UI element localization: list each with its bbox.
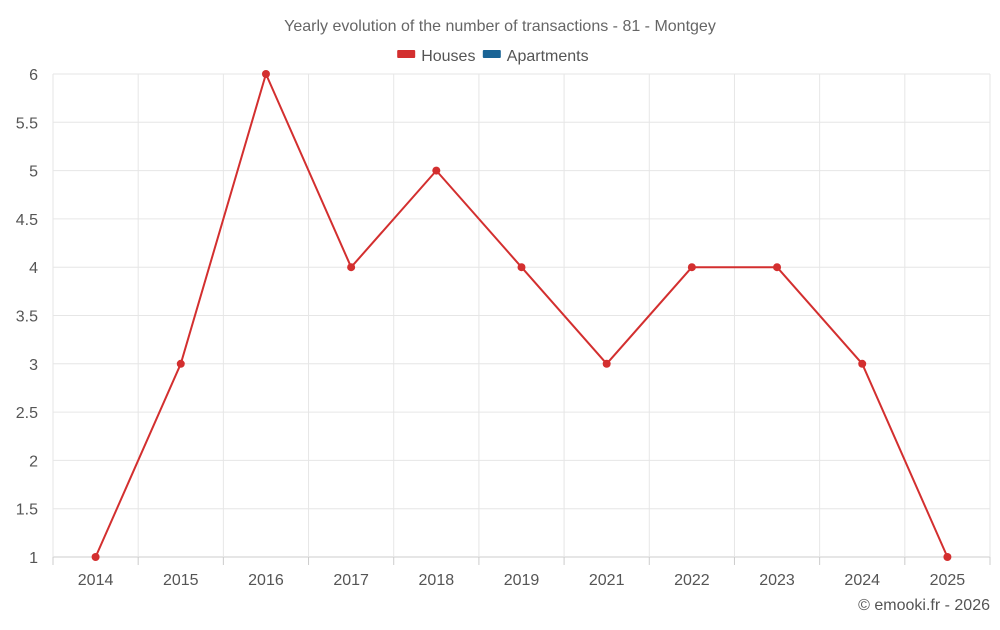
chart-title: Yearly evolution of the number of transa… (284, 18, 716, 35)
series-layer (91, 70, 952, 561)
credit-text: © emooki.fr - 2026 (858, 597, 990, 614)
x-tick-label: 2021 (589, 572, 625, 589)
data-point-houses-2023[interactable] (773, 263, 782, 272)
y-tick-label: 4 (29, 260, 38, 277)
y-tick-label: 3.5 (16, 309, 38, 326)
y-tick-label: 5 (29, 164, 38, 181)
x-tick-label: 2015 (163, 572, 199, 589)
legend-swatch (397, 50, 416, 58)
data-point-houses-2022[interactable] (687, 263, 696, 272)
x-tick-label: 2022 (674, 572, 710, 589)
x-tick-label: 2016 (248, 572, 284, 589)
x-tick-label: 2018 (419, 572, 455, 589)
x-tick-label: 2019 (504, 572, 540, 589)
y-tick-label: 1.5 (16, 502, 38, 519)
grid (52, 73, 991, 558)
legend-item-houses[interactable]: Houses (397, 48, 475, 65)
legend-label: Houses (421, 48, 475, 65)
x-axis-ticks: 2014 2015 2016 2017 2018 2019 2021 2022 2023 2024… (52, 557, 991, 589)
data-point-houses-2017[interactable] (347, 263, 356, 272)
y-tick-label: 2 (29, 453, 38, 470)
legend-item-apartments[interactable]: Apartments (482, 48, 589, 65)
data-point-houses-2019[interactable] (517, 263, 526, 272)
y-tick-label: 1 (29, 550, 38, 567)
y-axis-ticks: 1 1.5 2 2.5 3 3.5 4 4.5 5 5.5 6 (16, 67, 38, 567)
legend-swatch (482, 50, 501, 58)
y-tick-label: 4.5 (16, 212, 38, 229)
y-tick-label: 6 (29, 67, 38, 84)
data-point-houses-2024[interactable] (858, 359, 867, 368)
legend-label: Apartments (507, 48, 589, 65)
data-point-houses-2014[interactable] (91, 553, 100, 561)
data-point-houses-2016[interactable] (261, 70, 270, 78)
y-tick-label: 5.5 (16, 115, 38, 132)
x-tick-label: 2025 (930, 572, 966, 589)
x-tick-label: 2014 (78, 572, 114, 589)
data-point-houses-2015[interactable] (176, 359, 185, 368)
y-tick-label: 2.5 (16, 405, 38, 422)
x-tick-label: 2017 (333, 572, 369, 589)
data-point-houses-2018[interactable] (432, 166, 441, 175)
data-point-houses-2025[interactable] (943, 553, 952, 561)
data-point-houses-2021[interactable] (602, 359, 611, 368)
legend: Houses Apartments (397, 48, 589, 65)
x-tick-label: 2024 (844, 572, 880, 589)
x-tick-label: 2023 (759, 572, 795, 589)
y-tick-label: 3 (29, 357, 38, 374)
